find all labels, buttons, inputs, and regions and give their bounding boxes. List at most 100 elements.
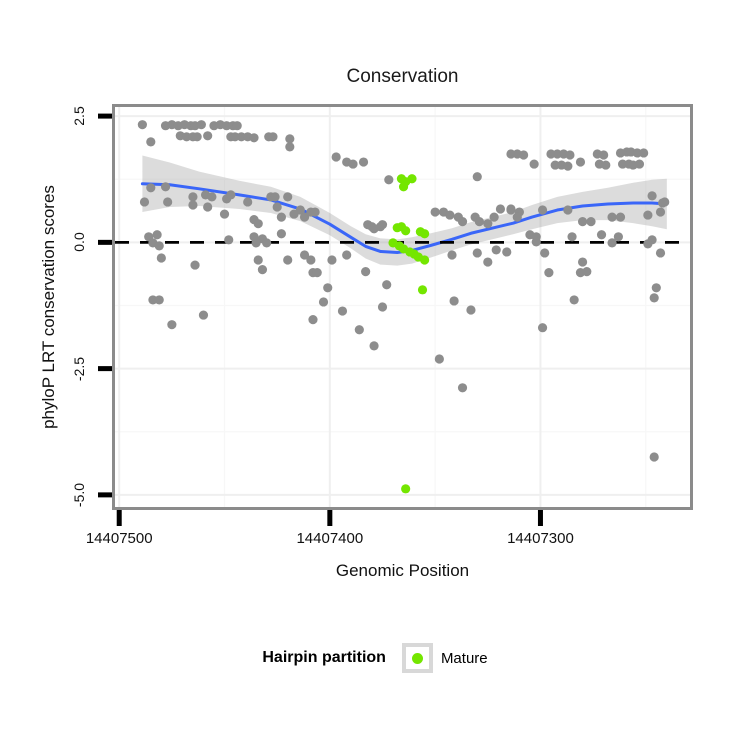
scatter-point: [639, 148, 649, 158]
scatter-point: [647, 191, 657, 201]
scatter-point-mature: [401, 226, 411, 236]
scatter-point: [582, 267, 592, 277]
scatter-point: [384, 175, 394, 185]
scatter-point: [596, 230, 607, 240]
scatter-point: [565, 150, 575, 160]
scatter-point: [152, 230, 162, 240]
scatter-point: [295, 205, 305, 215]
scatter-point: [354, 325, 364, 335]
scatter-point: [249, 133, 259, 143]
scatter-point: [447, 250, 457, 260]
scatter-point: [253, 219, 263, 229]
smooth-line: [140, 182, 669, 254]
scatter-point: [502, 247, 512, 257]
scatter-point: [276, 229, 286, 239]
scatter-point: [529, 159, 539, 169]
scatter-point: [308, 315, 318, 325]
scatter-point: [655, 207, 666, 217]
x-axis-title: Genomic Position: [335, 561, 470, 580]
scatter-point: [154, 241, 164, 251]
scatter-point: [537, 323, 548, 333]
scatter-point: [563, 205, 573, 215]
scatter-point: [632, 148, 642, 158]
scatter-point: [552, 149, 562, 159]
scatter-point: [586, 217, 596, 227]
scatter-point: [270, 192, 280, 202]
scatter-point: [139, 197, 150, 207]
scatter-point: [506, 205, 516, 215]
scatter-point: [506, 149, 516, 159]
scatter-point: [257, 265, 268, 275]
legend-title: Hairpin partition: [262, 649, 386, 666]
mature-point-icon: [411, 652, 423, 664]
scatter-point: [348, 159, 358, 169]
scatter-point: [449, 296, 459, 306]
scatter-point: [491, 245, 501, 255]
scatter-point: [544, 268, 554, 278]
scatter-point: [299, 212, 310, 222]
x-tick-label: 14407400: [296, 530, 364, 547]
scatter-point: [615, 212, 626, 222]
scatter-point: [466, 305, 476, 315]
scatter-point: [377, 220, 388, 230]
scatter-point: [377, 302, 388, 312]
scatter-point: [222, 121, 232, 131]
scatter-point: [649, 452, 659, 462]
scatter-point: [203, 131, 213, 141]
scatter-point: [342, 250, 352, 260]
scatter-point: [262, 238, 272, 248]
scatter-point: [569, 295, 579, 305]
scatter-point: [550, 160, 560, 170]
scatter-point: [634, 159, 645, 169]
scatter-point: [361, 267, 371, 277]
legend: Hairpin partition Mature: [0, 641, 750, 675]
scatter-point: [232, 121, 242, 131]
x-tick-label: 14407500: [85, 530, 153, 547]
scatter-point: [203, 202, 213, 212]
scatter-point: [268, 132, 278, 142]
x-tick-mark: [537, 510, 543, 526]
scatter-point: [382, 280, 392, 290]
scatter-point: [276, 212, 286, 222]
scatter-point: [182, 132, 192, 142]
scatter-point: [285, 134, 295, 144]
scatter-point: [188, 192, 198, 202]
scatter-point: [156, 253, 166, 263]
scatter-point: [540, 248, 550, 258]
scatter-point: [251, 238, 261, 248]
scatter-point: [188, 200, 198, 210]
scatter-point: [537, 205, 548, 215]
scatter-point: [226, 190, 236, 200]
scatter-point: [154, 295, 164, 305]
legend-entry-mature: Mature: [440, 649, 488, 667]
scatter-point: [146, 183, 156, 193]
scatter-point: [483, 257, 493, 267]
scatter-point-mature: [417, 285, 428, 295]
scatter-point: [358, 157, 369, 167]
scatter-point: [601, 160, 611, 170]
scatter-point: [253, 255, 263, 265]
scatter-point: [331, 152, 341, 162]
scatter-point: [285, 142, 295, 152]
scatter-point: [483, 219, 493, 229]
scatter-point: [643, 239, 653, 249]
scatter-point: [146, 137, 156, 147]
scatter-point: [369, 341, 379, 351]
scatter-point-mature: [401, 484, 411, 494]
scatter-point: [236, 132, 246, 142]
scatter-point: [472, 172, 482, 182]
scatter-point: [283, 192, 293, 202]
scatter-point: [163, 197, 173, 207]
y-tick-mark: [98, 239, 112, 245]
scatter-point: [230, 132, 240, 142]
scatter-point: [613, 232, 623, 242]
scatter-point: [243, 197, 253, 207]
scatter-point: [472, 248, 482, 258]
scatter-point: [618, 159, 628, 169]
scatter-point: [599, 150, 609, 160]
scatter-point: [207, 192, 217, 202]
scatter-point: [283, 255, 293, 265]
scatter-point: [489, 212, 499, 222]
scatter-point: [563, 161, 573, 171]
